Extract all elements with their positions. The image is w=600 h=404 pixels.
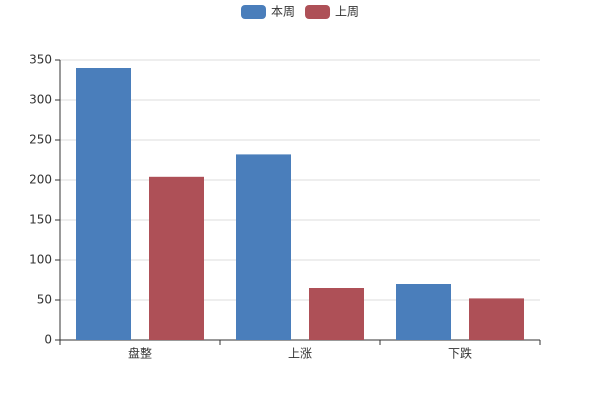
legend-swatch[interactable] (241, 5, 266, 19)
legend-label[interactable]: 本周 (271, 5, 295, 19)
bar (236, 154, 291, 340)
y-tick-label: 250 (29, 133, 52, 147)
x-tick-label: 下跌 (448, 346, 472, 361)
y-tick-label: 0 (44, 333, 52, 347)
y-tick-label: 150 (29, 213, 52, 227)
y-tick-label: 300 (29, 93, 52, 107)
bar (396, 284, 451, 340)
bar (309, 288, 364, 340)
y-tick-label: 350 (29, 53, 52, 67)
legend-swatch[interactable] (305, 5, 331, 19)
y-tick-label: 50 (37, 293, 52, 307)
x-tick-label: 上涨 (288, 346, 312, 361)
bar (469, 298, 524, 340)
y-tick-label: 100 (29, 253, 52, 267)
x-tick-label: 盘整 (128, 346, 152, 361)
bar (76, 68, 131, 340)
bar (149, 176, 204, 340)
legend-label[interactable]: 上周 (335, 5, 359, 19)
y-tick-label: 200 (29, 173, 52, 187)
